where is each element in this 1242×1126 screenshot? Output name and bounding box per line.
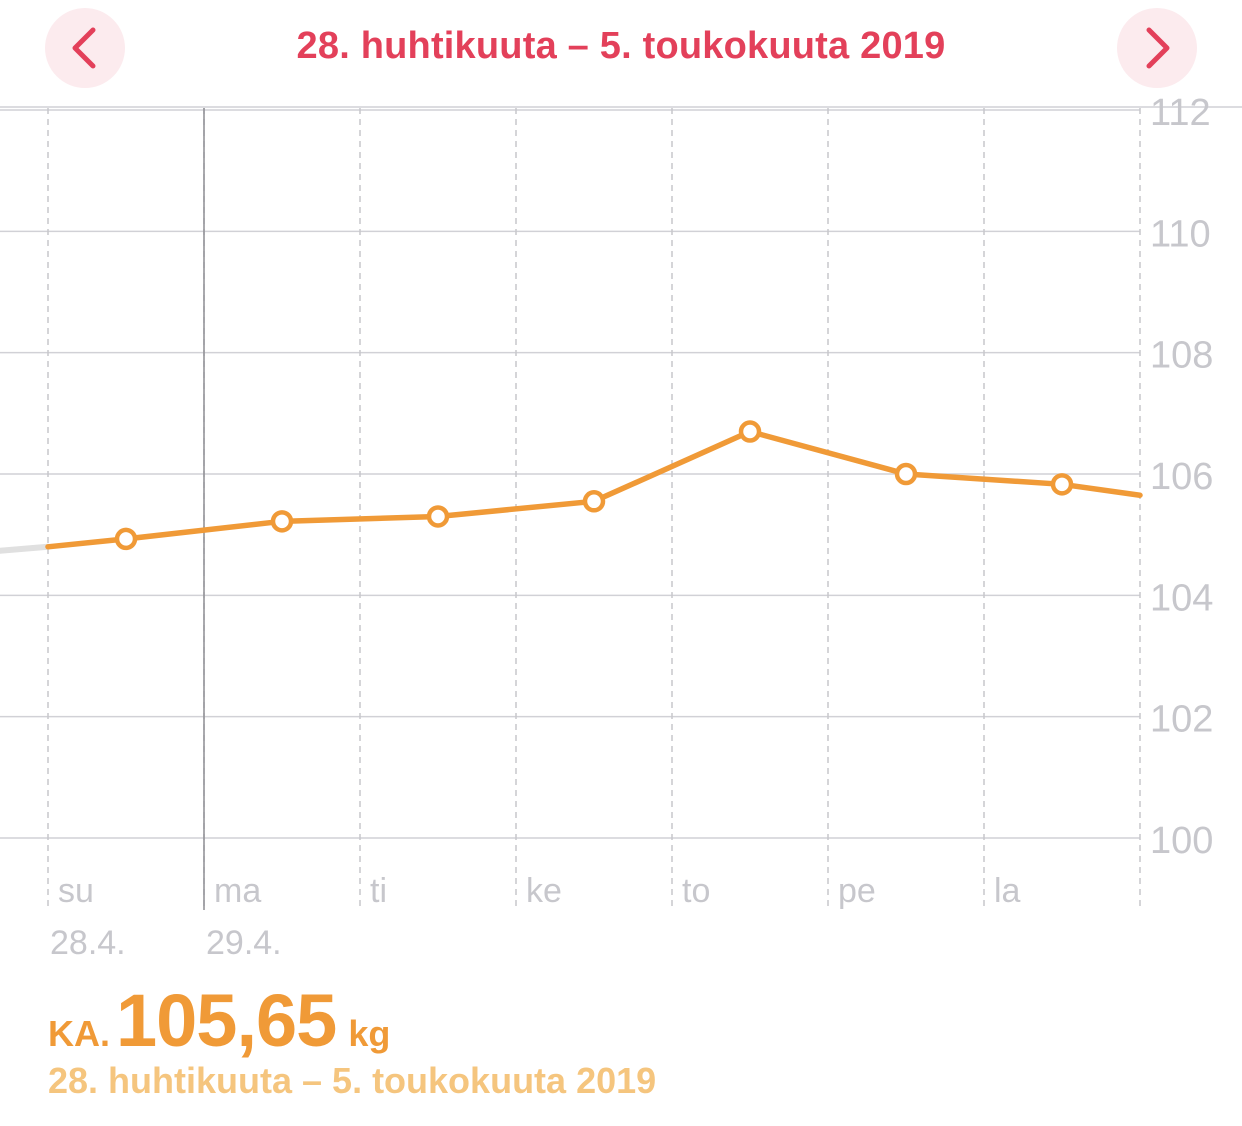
series-line [45,428,1143,550]
data-point[interactable] [738,420,762,443]
previous-week-line [0,543,51,554]
average-value: 105,65 [116,979,337,1062]
average-prefix: KA. [48,1013,110,1054]
data-point[interactable] [1050,473,1074,496]
chevron-left-icon [72,27,96,69]
x-day-label: pe [838,872,876,910]
y-tick-label: 108 [1150,335,1213,377]
chevron-right-icon [1146,27,1170,69]
data-point[interactable] [426,505,450,528]
x-day-label: to [682,872,710,910]
data-point[interactable] [582,490,606,513]
date-range-title: 28. huhtikuuta – 5. toukokuuta 2019 [296,25,946,67]
data-point[interactable] [894,462,918,486]
average-unit: kg [348,1013,391,1054]
weight-line-chart[interactable]: 112 110 108 106 104 102 100 su ma ti ke to pe la 28.4.… [0,0,1242,970]
x-day-label: ti [370,872,387,910]
average-date-range: 28. huhtikuuta – 5. toukokuuta 2019 [48,1060,657,1101]
next-week-button[interactable] [1117,8,1197,88]
data-point[interactable] [270,510,294,533]
x-day-label: la [994,872,1021,910]
data-point[interactable] [114,527,138,551]
y-tick-label: 100 [1150,820,1213,862]
x-day-label: ma [214,872,261,910]
y-tick-label: 106 [1150,456,1213,498]
y-tick-label: 104 [1150,577,1213,619]
average-summary: KA. 105,65 kg [48,978,390,1063]
x-date-label: 29.4. [206,924,282,962]
x-date-label: 28.4. [50,924,126,962]
previous-week-button[interactable] [45,8,125,88]
y-tick-label: 112 [1150,92,1211,134]
x-day-label: ke [526,872,562,910]
y-tick-label: 110 [1150,213,1211,255]
x-day-label: su [58,872,94,910]
y-tick-label: 102 [1150,699,1213,741]
